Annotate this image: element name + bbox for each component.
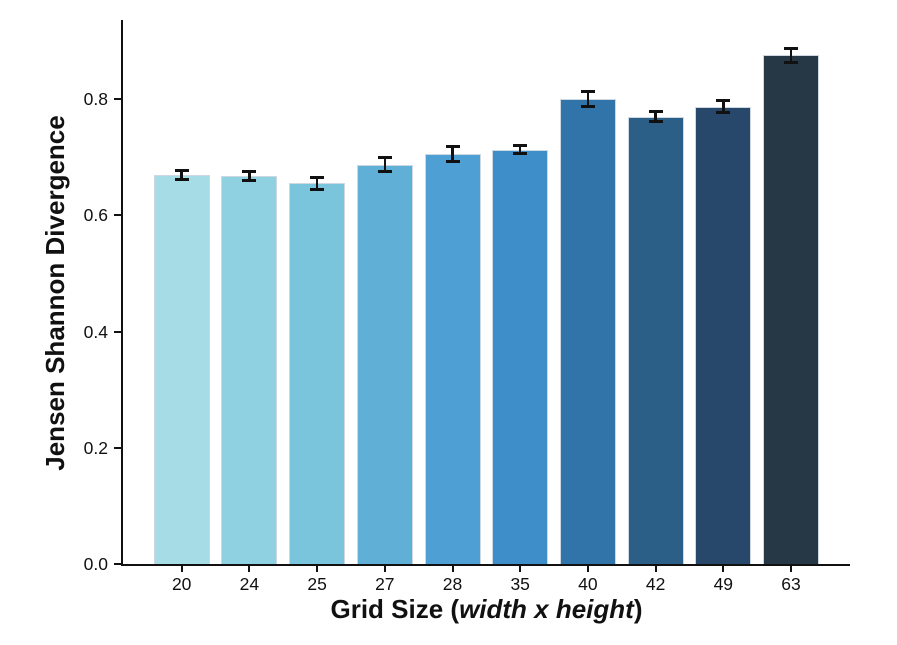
error-bar-cap-bottom <box>580 105 595 109</box>
bar-25 <box>289 183 346 564</box>
x-tick-mark <box>383 566 386 572</box>
error-bar-cap-top <box>174 168 189 172</box>
error-bar-line <box>315 177 319 190</box>
x-axis-title-prefix: Grid Size ( <box>330 594 460 624</box>
error-bar-line <box>383 157 387 172</box>
error-bar-cap-top <box>377 156 392 160</box>
error-bar-cap-top <box>310 176 325 180</box>
error-bar-cap-bottom <box>784 60 798 64</box>
bar-42 <box>627 116 684 564</box>
y-tick-mark <box>114 563 121 565</box>
y-tick-label: 0.8 <box>83 89 108 110</box>
x-tick-label: 28 <box>442 574 463 594</box>
error-bar-line <box>789 48 793 62</box>
bar-28 <box>424 153 481 564</box>
y-tick-label: 0.4 <box>83 321 108 342</box>
error-bar-line <box>586 91 590 107</box>
bar-24 <box>221 175 278 564</box>
y-tick-mark <box>114 330 121 333</box>
x-tick-label: 49 <box>713 574 734 594</box>
x-tick-label: 42 <box>645 574 666 594</box>
y-tick-mark <box>114 214 121 217</box>
error-bar-line <box>722 100 725 113</box>
error-bar-cap-top <box>513 144 528 148</box>
x-tick-mark <box>316 566 319 572</box>
y-tick-label: 0.6 <box>83 205 108 226</box>
error-bar-cap-bottom <box>242 179 257 183</box>
x-axis-title-suffix: ) <box>633 594 643 624</box>
x-tick-label: 63 <box>781 574 801 594</box>
error-bar-cap-bottom <box>648 120 663 124</box>
x-tick-mark <box>180 566 183 572</box>
x-tick-label: 35 <box>510 574 530 594</box>
error-bar-line <box>654 111 657 122</box>
error-bar-line <box>180 170 183 180</box>
error-bar-line <box>248 171 251 181</box>
error-bar-cap-top <box>716 99 731 103</box>
x-tick-mark <box>519 566 522 572</box>
x-tick-label: 40 <box>578 574 598 594</box>
y-tick-mark <box>114 98 121 101</box>
error-bar-cap-top <box>242 169 257 173</box>
x-tick-mark <box>722 566 725 572</box>
error-bar-cap-bottom <box>513 152 528 156</box>
y-tick-label: 0.0 <box>83 554 108 574</box>
y-tick-mark <box>114 446 121 449</box>
error-bar-line <box>518 145 522 154</box>
bar-40 <box>559 99 616 564</box>
x-tick-label: 20 <box>171 574 192 594</box>
error-bar-cap-top <box>784 46 798 50</box>
error-bar-cap-bottom <box>174 177 189 181</box>
bar-49 <box>695 106 752 564</box>
bar-63 <box>763 55 819 564</box>
x-tick-mark <box>790 566 792 572</box>
error-bar-cap-bottom <box>310 187 325 191</box>
error-bar-line <box>451 146 454 162</box>
bar-35 <box>492 149 549 564</box>
x-tick-mark <box>248 566 251 572</box>
x-tick-mark <box>654 566 657 572</box>
error-bar-cap-bottom <box>445 159 460 163</box>
error-bar-cap-bottom <box>377 170 392 174</box>
bar-27 <box>356 164 413 564</box>
x-axis-title: Grid Size (width x height) <box>123 594 850 625</box>
x-tick-mark <box>586 566 589 572</box>
x-axis-title-italic: width x height <box>459 594 634 624</box>
x-tick-label: 24 <box>239 574 260 594</box>
error-bar-cap-top <box>445 144 460 148</box>
x-tick-mark <box>451 566 454 572</box>
error-bar-cap-bottom <box>716 111 731 115</box>
error-bar-cap-top <box>648 109 663 113</box>
y-tick-label: 0.2 <box>83 437 108 458</box>
plot-area <box>121 20 850 566</box>
x-tick-label: 27 <box>375 574 395 594</box>
error-bar-cap-top <box>580 90 595 94</box>
y-axis-title: Jensen Shannon Divergence <box>40 115 70 471</box>
bar-20 <box>153 174 210 564</box>
x-tick-label: 25 <box>307 574 327 594</box>
